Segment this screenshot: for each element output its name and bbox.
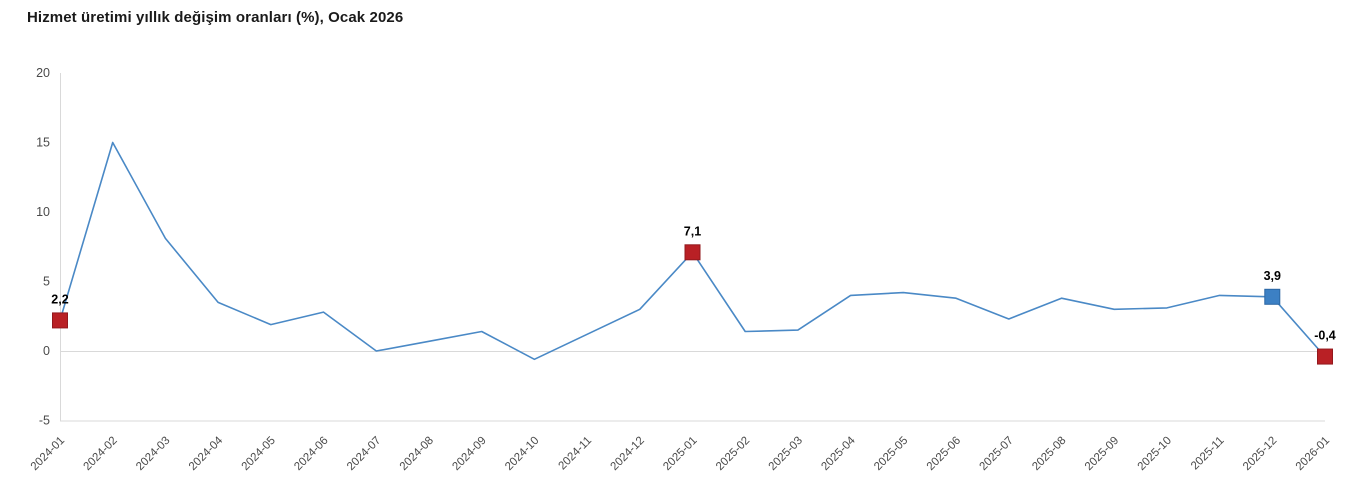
x-tick-label: 2024-07 xyxy=(345,435,383,473)
y-tick-label: 20 xyxy=(36,66,50,80)
x-tick-label: 2024-10 xyxy=(503,435,541,473)
data-point-marker xyxy=(684,244,701,261)
x-tick-label: 2025-04 xyxy=(819,434,858,473)
x-tick-label: 2024-08 xyxy=(398,435,436,473)
x-tick-label: 2025-12 xyxy=(1241,435,1279,473)
x-tick-label: 2025-01 xyxy=(661,435,699,473)
x-tick-label: 2025-08 xyxy=(1030,435,1068,473)
x-tick-label: 2024-04 xyxy=(187,434,226,473)
x-tick-label: 2025-10 xyxy=(1136,435,1174,473)
x-tick-label: 2024-01 xyxy=(29,435,67,473)
data-point-label: 7,1 xyxy=(684,224,701,238)
x-tick-label: 2025-02 xyxy=(714,435,752,473)
x-tick-label: 2024-06 xyxy=(292,435,330,473)
x-tick-label: 2024-12 xyxy=(609,435,647,473)
x-tick-label: 2024-02 xyxy=(81,435,119,473)
x-tick-label: 2025-09 xyxy=(1083,435,1121,473)
x-tick-label: 2024-03 xyxy=(134,435,172,473)
data-point-marker xyxy=(52,312,68,329)
y-tick-label: -5 xyxy=(39,414,50,428)
data-point-label: -0,4 xyxy=(1314,329,1336,343)
chart-title: Hizmet üretimi yıllık değişim oranları (… xyxy=(27,9,404,26)
data-point-label: 2,2 xyxy=(51,292,68,306)
x-tick-label: 2024-09 xyxy=(450,435,488,473)
y-tick-label: 10 xyxy=(36,205,50,219)
data-point-marker xyxy=(1317,348,1333,365)
x-tick-label: 2025-11 xyxy=(1189,435,1227,473)
x-tick-label: 2026-01 xyxy=(1294,435,1332,473)
x-tick-label: 2025-07 xyxy=(978,435,1016,473)
y-tick-label: 0 xyxy=(43,344,50,358)
y-tick-label: 15 xyxy=(36,136,50,150)
x-tick-label: 2025-03 xyxy=(767,435,805,473)
data-point-label: 3,9 xyxy=(1264,269,1281,283)
x-tick-label: 2024-05 xyxy=(240,435,278,473)
x-tick-label: 2024-11 xyxy=(556,435,594,473)
x-tick-label: 2025-05 xyxy=(872,435,910,473)
y-tick-label: 5 xyxy=(43,275,50,289)
x-tick-label: 2025-06 xyxy=(925,435,963,473)
data-point-marker xyxy=(1264,288,1281,305)
